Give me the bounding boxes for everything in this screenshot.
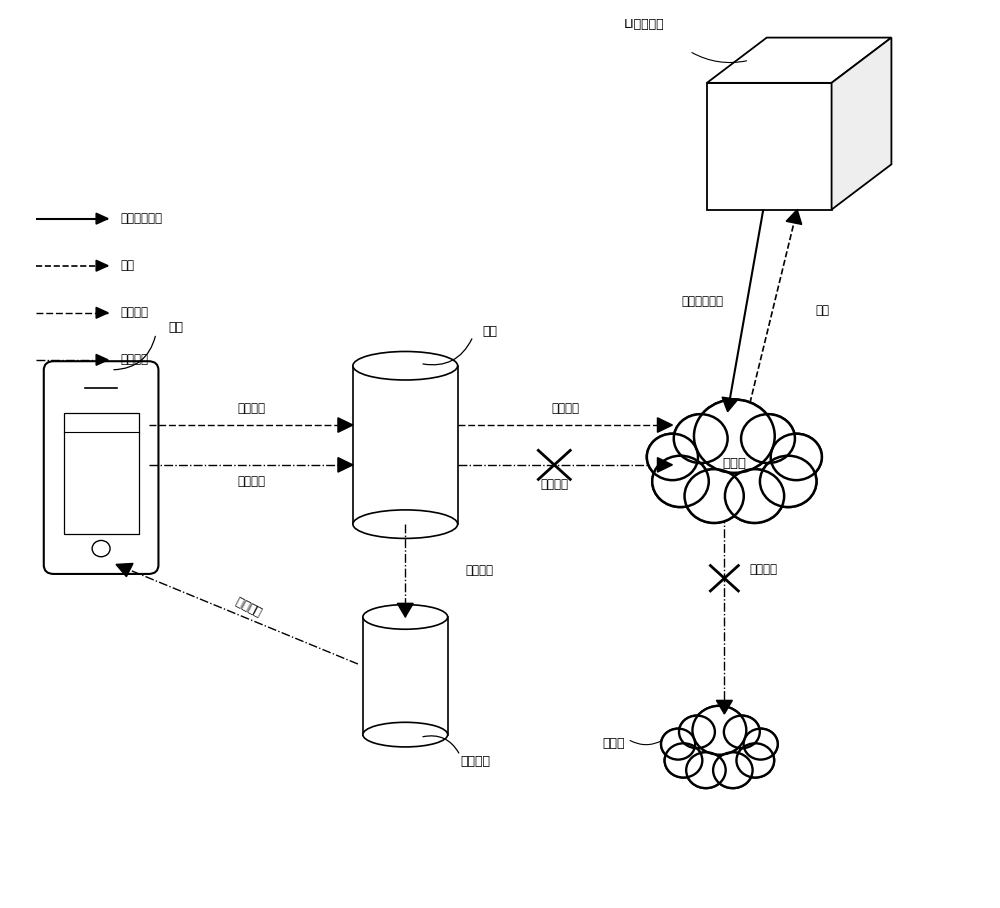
- Ellipse shape: [353, 510, 458, 538]
- Circle shape: [687, 753, 725, 787]
- Text: 缓存设备: 缓存设备: [460, 755, 490, 768]
- Bar: [363, 617, 448, 735]
- Circle shape: [694, 400, 775, 473]
- Text: 下发监控信令: 下发监控信令: [120, 212, 162, 225]
- Circle shape: [744, 728, 778, 760]
- Text: 终端: 终端: [168, 321, 183, 334]
- Circle shape: [680, 716, 714, 747]
- Circle shape: [653, 457, 708, 506]
- Circle shape: [772, 435, 821, 479]
- Polygon shape: [722, 397, 738, 411]
- Circle shape: [744, 729, 777, 759]
- Text: 上报: 上报: [815, 304, 829, 317]
- Circle shape: [675, 415, 727, 462]
- Circle shape: [760, 456, 816, 507]
- Polygon shape: [96, 354, 108, 365]
- Circle shape: [662, 729, 694, 759]
- Circle shape: [696, 401, 773, 471]
- Circle shape: [665, 744, 702, 777]
- Polygon shape: [657, 458, 672, 472]
- Circle shape: [736, 744, 774, 777]
- Circle shape: [724, 716, 760, 748]
- Text: 终端数据: 终端数据: [540, 479, 568, 491]
- Circle shape: [665, 744, 702, 777]
- Circle shape: [714, 753, 752, 787]
- Circle shape: [660, 396, 808, 530]
- FancyBboxPatch shape: [44, 361, 158, 574]
- Polygon shape: [707, 37, 891, 83]
- Polygon shape: [707, 83, 832, 210]
- Text: 终端数据: 终端数据: [237, 475, 265, 488]
- Ellipse shape: [363, 722, 448, 747]
- Ellipse shape: [353, 351, 458, 380]
- Polygon shape: [338, 458, 353, 472]
- Circle shape: [648, 435, 697, 479]
- Circle shape: [685, 469, 744, 523]
- Circle shape: [694, 706, 745, 754]
- Circle shape: [679, 716, 715, 748]
- Circle shape: [725, 716, 759, 747]
- Circle shape: [725, 469, 784, 523]
- Polygon shape: [96, 261, 108, 271]
- Polygon shape: [716, 700, 732, 714]
- Circle shape: [670, 704, 769, 793]
- Polygon shape: [832, 37, 891, 210]
- Text: 终端数据: 终端数据: [120, 353, 148, 366]
- Circle shape: [742, 415, 794, 462]
- Circle shape: [686, 752, 726, 788]
- Text: 互联网: 互联网: [602, 737, 625, 750]
- Text: LI监控网关: LI监控网关: [624, 17, 665, 31]
- Polygon shape: [338, 418, 353, 432]
- Text: 终端信令: 终端信令: [551, 402, 579, 415]
- Circle shape: [726, 470, 783, 522]
- Polygon shape: [786, 210, 802, 224]
- Text: 上报: 上报: [120, 259, 134, 272]
- Text: 终端信令: 终端信令: [120, 306, 148, 320]
- Text: 终端数据: 终端数据: [749, 563, 777, 576]
- Circle shape: [661, 728, 695, 760]
- Polygon shape: [657, 418, 672, 432]
- Polygon shape: [96, 213, 108, 224]
- Text: 基站: 基站: [483, 325, 498, 339]
- Circle shape: [647, 434, 698, 480]
- Text: 下发监控信令: 下发监控信令: [681, 295, 723, 308]
- Circle shape: [737, 744, 773, 777]
- Circle shape: [741, 414, 795, 463]
- Text: 终端数据: 终端数据: [465, 564, 493, 577]
- Circle shape: [692, 706, 746, 755]
- Circle shape: [652, 456, 709, 507]
- Polygon shape: [116, 564, 133, 577]
- Text: 终端数据: 终端数据: [233, 594, 264, 618]
- Ellipse shape: [363, 605, 448, 629]
- Text: 终端信令: 终端信令: [237, 402, 265, 415]
- Circle shape: [713, 752, 753, 788]
- Circle shape: [686, 470, 743, 522]
- Circle shape: [761, 457, 815, 506]
- Bar: [353, 366, 458, 524]
- Text: 核心网: 核心网: [722, 457, 746, 469]
- Polygon shape: [96, 307, 108, 318]
- Bar: [64, 413, 139, 534]
- Circle shape: [771, 434, 822, 480]
- Circle shape: [674, 414, 728, 463]
- Polygon shape: [397, 603, 413, 617]
